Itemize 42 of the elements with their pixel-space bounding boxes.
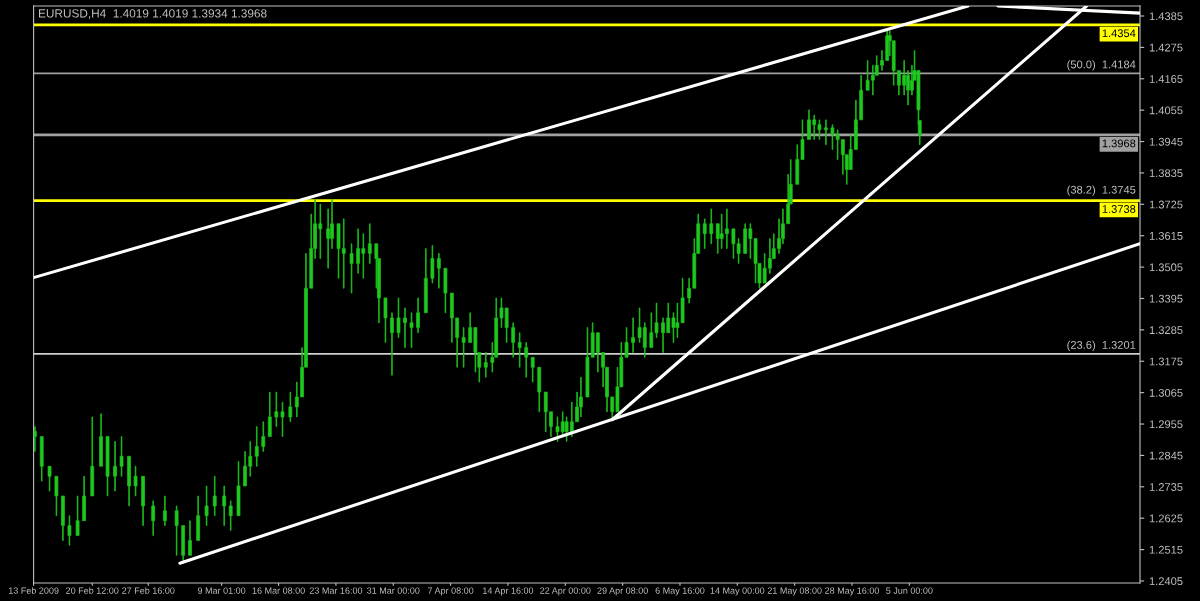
ref-line-label: 1.3738 bbox=[1102, 205, 1136, 213]
y-tick-label: 1.3285 bbox=[1149, 326, 1183, 335]
annotation: (23.6) 1.3201 bbox=[1067, 340, 1136, 352]
x-tick-label: 14 May 00:00 bbox=[710, 587, 765, 596]
ref-line-label: 1.4354 bbox=[1102, 29, 1136, 38]
y-tick-label: 1.4385 bbox=[1149, 12, 1183, 21]
y-tick-label: 1.2845 bbox=[1149, 451, 1183, 460]
y-tick-label: 1.3065 bbox=[1149, 388, 1183, 397]
y-tick-label: 1.2515 bbox=[1149, 545, 1183, 554]
y-tick-label: 1.4165 bbox=[1149, 75, 1183, 83]
x-tick-label: 16 Mar 08:00 bbox=[252, 587, 305, 594]
y-tick-label: 1.4055 bbox=[1149, 106, 1183, 115]
x-tick-label: 6 May 16:00 bbox=[655, 587, 705, 596]
y-tick-label: 1.2955 bbox=[1149, 420, 1183, 429]
x-tick-label: 22 Apr 00:00 bbox=[540, 587, 591, 596]
x-tick-label: 29 Apr 08:00 bbox=[597, 587, 648, 596]
y-tick-label: 1.3945 bbox=[1149, 137, 1183, 146]
y-tick-label: 1.3505 bbox=[1149, 263, 1183, 272]
y-tick-label: 1.2735 bbox=[1149, 483, 1183, 491]
x-tick-label: 9 Mar 01:00 bbox=[197, 587, 246, 594]
x-tick-label: 14 Apr 16:00 bbox=[483, 587, 534, 596]
x-tick-label: 13 Feb 2009 bbox=[8, 587, 59, 594]
y-tick-label: 1.2405 bbox=[1149, 577, 1183, 586]
x-tick-label: 21 May 08:00 bbox=[767, 587, 822, 596]
x-tick-label: 7 Apr 08:00 bbox=[427, 587, 474, 596]
chart-title: EURUSD,H4 1.4019 1.4019 1.3934 1.3968 bbox=[38, 9, 267, 19]
y-tick-label: 1.3395 bbox=[1149, 294, 1183, 303]
x-tick-label: 28 May 16:00 bbox=[825, 587, 879, 596]
x-tick-label: 20 Feb 12:00 bbox=[66, 587, 119, 594]
y-tick-label: 1.3835 bbox=[1149, 169, 1183, 178]
y-tick-label: 1.3615 bbox=[1149, 231, 1183, 240]
ref-line-label: 1.3968 bbox=[1102, 139, 1136, 148]
x-tick-label: 23 Mar 16:00 bbox=[309, 587, 363, 594]
y-tick-label: 1.3725 bbox=[1149, 200, 1183, 209]
x-tick-label: 5 Jun 00:00 bbox=[886, 587, 933, 594]
annotation: (38.2) 1.3745 bbox=[1067, 185, 1136, 196]
annotation: (50.0) 1.4184 bbox=[1067, 60, 1136, 71]
y-tick-label: 1.4275 bbox=[1149, 43, 1183, 52]
x-tick-label: 27 Feb 16:00 bbox=[122, 587, 175, 594]
x-tick-label: 31 Mar 00:00 bbox=[367, 587, 420, 594]
y-tick-label: 1.2625 bbox=[1149, 514, 1183, 523]
y-tick-label: 1.3175 bbox=[1149, 357, 1183, 366]
